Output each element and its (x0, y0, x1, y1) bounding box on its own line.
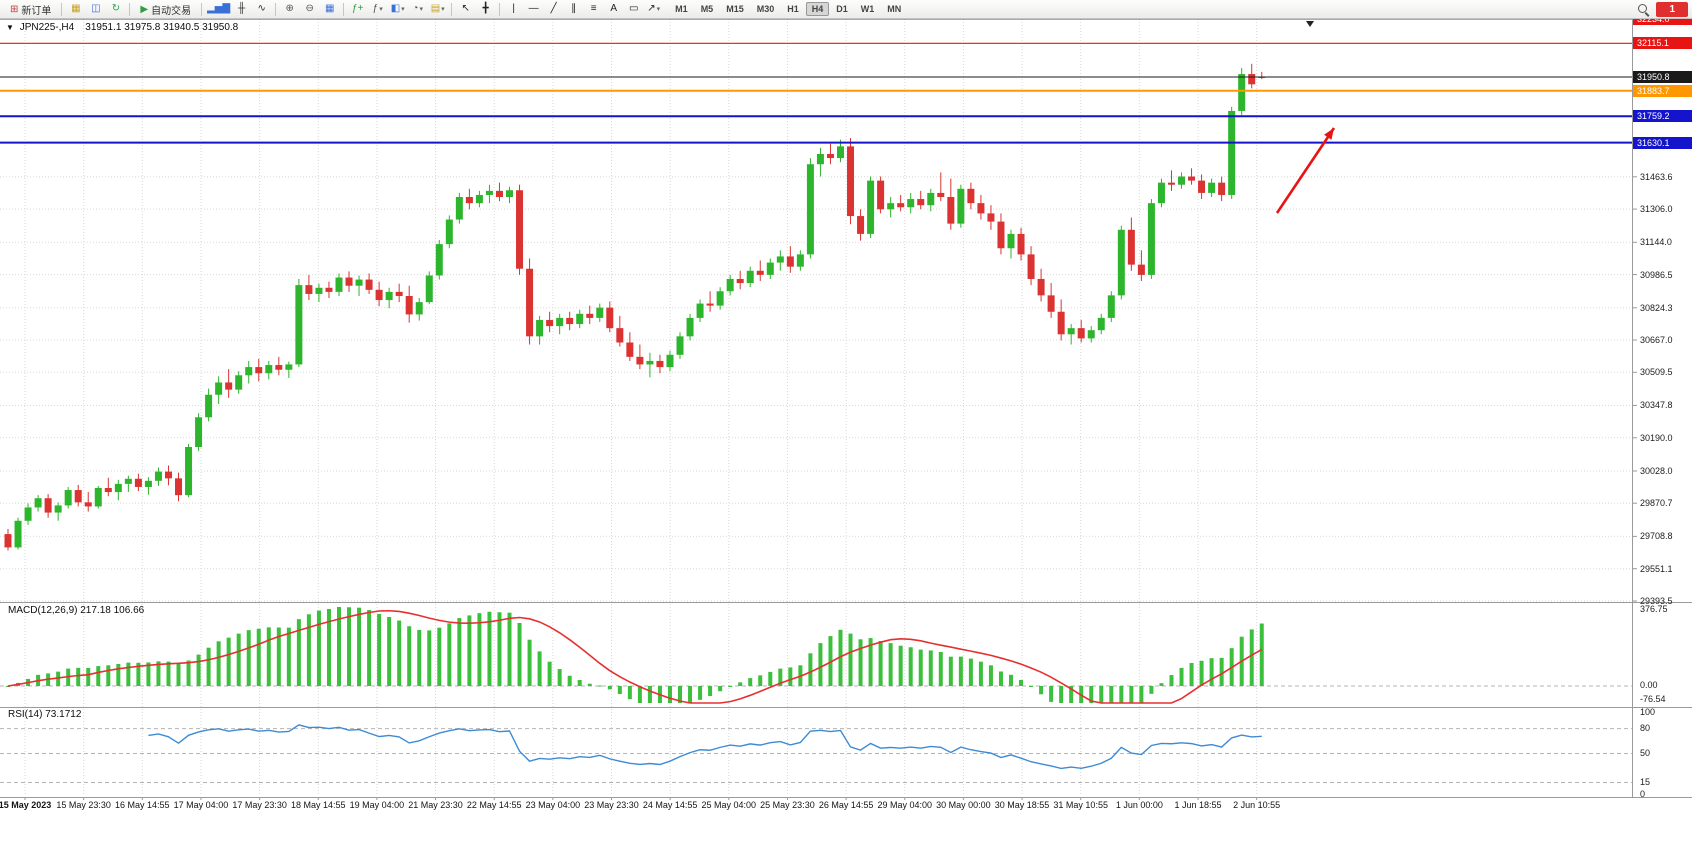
timeframe-button-m15[interactable]: M15 (726, 4, 744, 14)
indicator-levels (0, 685, 1632, 784)
macd-histogram (6, 607, 1264, 703)
bar-chart-icon[interactable]: ▂▅▇ (206, 1, 231, 18)
candlestick-chart-icon[interactable]: ╫ (232, 1, 251, 18)
toolbar-separator (451, 2, 453, 16)
chevron-down-icon: ▾ (419, 5, 423, 13)
rsi-line (148, 724, 1262, 770)
period-icon-glyph: ◔ (412, 3, 419, 14)
new-order-button[interactable]: ⊞ 新订单 (4, 0, 57, 19)
chevron-down-icon: ▾ (379, 5, 383, 13)
text-icon-glyph: A (610, 3, 617, 14)
chevron-down-icon: ▾ (656, 5, 661, 13)
timeframe-button-m5[interactable]: M5 (700, 4, 714, 14)
autotrading-button[interactable]: ▶ 自动交易 (134, 0, 197, 19)
line-chart-icon[interactable]: ∿ (252, 1, 271, 18)
horizontal-line-icon-glyph: — (528, 3, 539, 14)
fibonacci-icon-glyph: ≡ (590, 3, 597, 14)
new-chart-icon[interactable]: ▦ (66, 1, 85, 18)
zoom-in-icon-glyph: ⊕ (285, 3, 294, 14)
main-toolbar-items: ⊞ 新订单 ▦ ◫ ↻ ▶ 自动交易 ▂▅▇ ╫ ∿ ⊕ ⊖ ▦ ƒ+ ƒ ▾ ◧ ▾ ◔ ▾ ▤ ▾ ↖ ╋ | — ╱ ∥ ≡ A ▭ ↗… (4, 0, 663, 19)
arrow-annotation[interactable] (1275, 127, 1336, 214)
arrows-icon-glyph: ↗ (647, 3, 656, 14)
toolbar-right-group: 1 (1637, 1, 1688, 17)
objects-icon-glyph: ◧ (390, 3, 401, 14)
vertical-line-icon-glyph: | (512, 3, 515, 14)
chart-shift-marker[interactable] (1306, 21, 1314, 27)
text-icon[interactable]: A (604, 1, 623, 18)
bar-chart-icon-glyph: ▂▅▇ (207, 3, 231, 14)
timeframe-button-h1[interactable]: H1 (787, 4, 799, 14)
trendline-icon[interactable]: ╱ (544, 1, 563, 18)
new-order-button-label: 新订单 (21, 5, 52, 17)
templates-icon-glyph: ▤ (430, 3, 441, 14)
indicator-windows-icon-glyph: ƒ (372, 3, 379, 14)
trendline-icon-glyph: ╱ (550, 3, 557, 14)
chevron-down-icon: ▾ (441, 5, 445, 13)
timeframe-button-m1[interactable]: M1 (675, 4, 688, 14)
refresh-icon[interactable]: ↻ (106, 1, 125, 18)
horizontal-line-icon[interactable]: — (524, 1, 543, 18)
timeframe-button-h4[interactable]: H4 (805, 2, 830, 16)
toolbar-separator (499, 2, 501, 16)
chevron-down-icon: ▾ (401, 5, 405, 13)
tile-windows-icon-glyph: ▦ (324, 3, 335, 14)
label-icon[interactable]: ▭ (624, 1, 643, 18)
profiles-icon-glyph: ◫ (91, 3, 101, 14)
channel-icon-glyph: ∥ (571, 3, 577, 14)
timeframe-button-d1[interactable]: D1 (836, 4, 848, 14)
candles-layer (4, 63, 1266, 551)
autotrading-button-label: 自动交易 (151, 5, 192, 17)
toolbar-separator (201, 2, 203, 16)
vertical-line-icon[interactable]: | (504, 1, 523, 18)
label-icon-glyph: ▭ (628, 3, 639, 14)
refresh-icon-glyph: ↻ (111, 3, 121, 14)
fibonacci-icon[interactable]: ≡ (584, 1, 603, 18)
toolbar-separator (343, 2, 345, 16)
search-icon[interactable] (1637, 3, 1650, 16)
crosshair-icon-glyph: ╋ (482, 3, 489, 14)
indicators-icon[interactable]: ƒ+ (348, 1, 367, 18)
line-chart-icon-glyph: ∿ (257, 3, 266, 14)
timeframe-button-mn[interactable]: MN (887, 4, 902, 14)
arrows-icon[interactable]: ↗ ▾ (644, 1, 663, 18)
timeframe-button-w1[interactable]: W1 (860, 4, 875, 14)
cursor-icon[interactable]: ↖ (456, 1, 475, 18)
new-order-button-glyph: ⊞ (10, 3, 19, 15)
zoom-out-icon-glyph: ⊖ (305, 3, 314, 14)
cursor-icon-glyph: ↖ (461, 3, 470, 14)
new-chart-icon-glyph: ▦ (71, 3, 81, 14)
toolbar-separator (129, 2, 131, 16)
indicators-icon-glyph: ƒ+ (351, 3, 364, 14)
toolbar-separator (61, 2, 63, 16)
zoom-out-icon[interactable]: ⊖ (300, 1, 319, 18)
zoom-in-icon[interactable]: ⊕ (280, 1, 299, 18)
channel-icon[interactable]: ∥ (564, 1, 583, 18)
macd-signal-line (7, 609, 1263, 704)
profiles-icon[interactable]: ◫ (86, 1, 105, 18)
tile-windows-icon[interactable]: ▦ (320, 1, 339, 18)
candlestick-chart-icon-glyph: ╫ (238, 3, 246, 14)
indicator-windows-icon[interactable]: ƒ ▾ (368, 1, 387, 18)
notification-badge[interactable]: 1 (1656, 1, 1688, 17)
crosshair-icon[interactable]: ╋ (476, 1, 495, 18)
main-toolbar: ⊞ 新订单 ▦ ◫ ↻ ▶ 自动交易 ▂▅▇ ╫ ∿ ⊕ ⊖ ▦ ƒ+ ƒ ▾ ◧ ▾ ◔ ▾ ▤ ▾ ↖ ╋ | — ╱ ∥ ≡ A ▭ ↗… (0, 0, 1692, 19)
timeframe-toolbar: M1 M5 M15 M30 H1 H4 D1 W1 MN (669, 2, 907, 16)
objects-icon[interactable]: ◧ ▾ (388, 1, 407, 18)
autotrading-button-glyph: ▶ (140, 3, 149, 15)
timeframe-button-m30[interactable]: M30 (756, 4, 775, 14)
chart-grid (0, 19, 1632, 796)
templates-icon[interactable]: ▤ ▾ (428, 1, 447, 18)
toolbar-separator (275, 2, 277, 16)
period-icon[interactable]: ◔ ▾ (408, 1, 427, 18)
